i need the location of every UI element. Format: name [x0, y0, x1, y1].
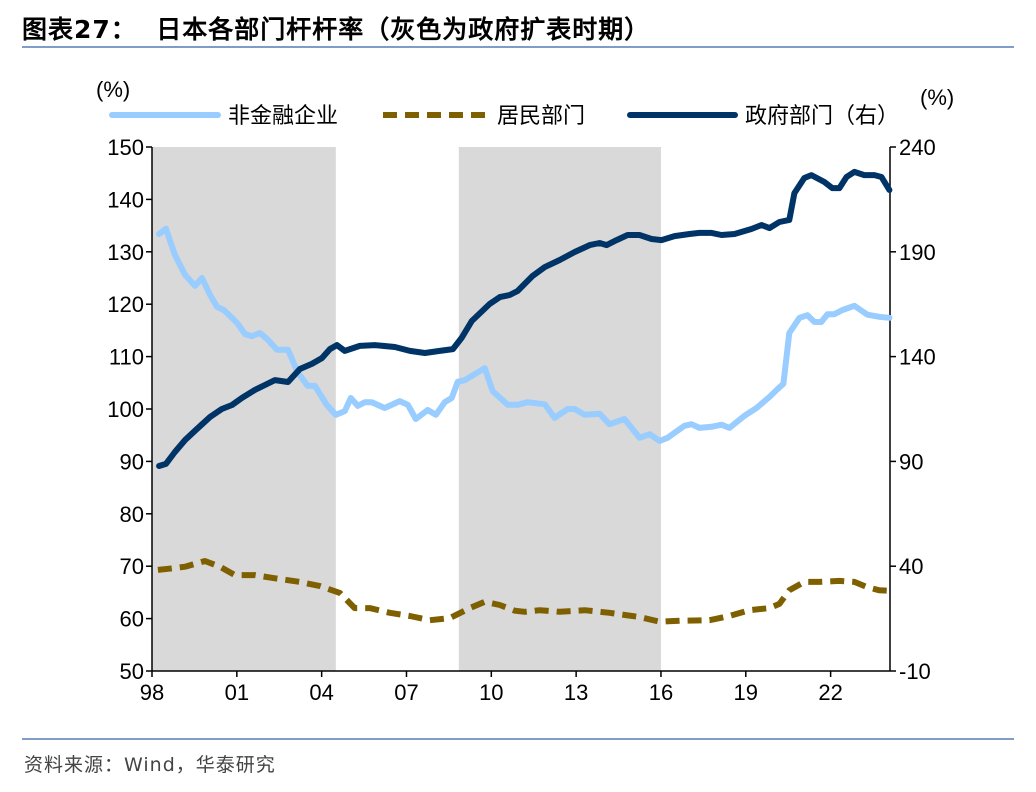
legend-label-2: 政府部门（右） [745, 103, 899, 128]
x-tick-label: 07 [394, 680, 418, 705]
x-tick-label: 04 [309, 680, 333, 705]
footer-divider [22, 738, 1014, 740]
chart-title: 图表27： 日本各部门杆杆率（灰色为政府扩表时期） [22, 15, 651, 44]
left-tick-label: 130 [107, 240, 144, 265]
right-tick-label: -10 [899, 659, 931, 684]
left-tick-label: 140 [107, 187, 144, 212]
x-tick-label: 19 [734, 680, 758, 705]
right-tick-label: 240 [899, 135, 936, 160]
left-tick-label: 100 [107, 397, 144, 422]
series-line-1 [157, 558, 890, 625]
shaded-period-0 [152, 147, 336, 671]
right-axis-unit: (%) [920, 85, 954, 110]
left-tick-label: 50 [120, 659, 144, 684]
left-tick-label: 80 [120, 502, 144, 527]
left-tick-label: 120 [107, 292, 144, 317]
legend-label-0: 非金融企业 [228, 103, 338, 128]
title-divider [22, 46, 1014, 48]
x-tick-label: 01 [225, 680, 249, 705]
series-line-0 [156, 225, 893, 444]
x-tick-label: 10 [479, 680, 503, 705]
right-tick-label: 190 [899, 240, 936, 265]
left-tick-label: 60 [120, 607, 144, 632]
x-tick-label: 16 [649, 680, 673, 705]
left-tick-label: 70 [120, 554, 144, 579]
x-tick-label: 22 [818, 680, 842, 705]
series-line-2 [156, 168, 893, 469]
x-tick-label: 13 [564, 680, 588, 705]
left-axis-unit: (%) [96, 77, 130, 102]
left-tick-label: 110 [109, 345, 144, 370]
shaded-period-1 [458, 147, 661, 671]
right-tick-label: 140 [899, 345, 936, 370]
right-tick-label: 40 [899, 554, 923, 579]
left-tick-label: 90 [120, 449, 144, 474]
left-tick-label: 150 [107, 135, 144, 160]
x-tick-label: 98 [140, 680, 164, 705]
right-tick-label: 90 [899, 449, 923, 474]
legend-label-1: 居民部门 [497, 103, 585, 128]
source-note: 资料来源：Wind，华泰研究 [24, 754, 276, 776]
